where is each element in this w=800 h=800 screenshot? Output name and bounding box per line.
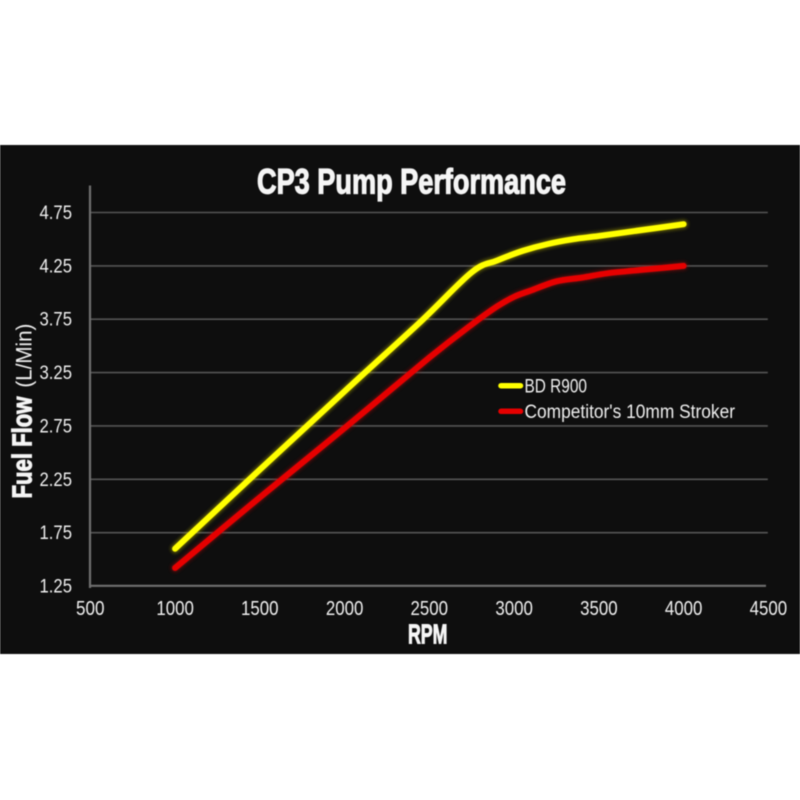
svg-text:500: 500 [76, 598, 105, 620]
svg-text:3.75: 3.75 [40, 310, 73, 331]
svg-text:1.75: 1.75 [40, 523, 73, 544]
svg-text:(L/Min): (L/Min) [12, 324, 37, 388]
svg-text:2500: 2500 [411, 598, 449, 620]
svg-text:Competitor's 10mm Stroker: Competitor's 10mm Stroker [525, 402, 736, 423]
svg-text:RPM: RPM [408, 619, 448, 650]
svg-text:CP3 Pump Performance: CP3 Pump Performance [257, 163, 566, 202]
svg-text:3000: 3000 [495, 598, 533, 620]
svg-text:Fuel Flow: Fuel Flow [7, 396, 38, 498]
svg-text:2.25: 2.25 [40, 470, 73, 491]
svg-text:4.75: 4.75 [40, 203, 73, 224]
svg-text:2000: 2000 [326, 598, 364, 620]
svg-text:1000: 1000 [156, 598, 194, 620]
svg-text:4000: 4000 [665, 598, 703, 620]
svg-text:3500: 3500 [580, 598, 618, 620]
svg-text:1.25: 1.25 [40, 577, 73, 598]
svg-text:4.25: 4.25 [40, 256, 73, 277]
svg-text:2.75: 2.75 [40, 416, 73, 437]
svg-text:4500: 4500 [750, 598, 788, 620]
svg-text:3.25: 3.25 [40, 363, 73, 384]
svg-text:1500: 1500 [241, 598, 279, 620]
svg-text:BD R900: BD R900 [525, 376, 588, 397]
